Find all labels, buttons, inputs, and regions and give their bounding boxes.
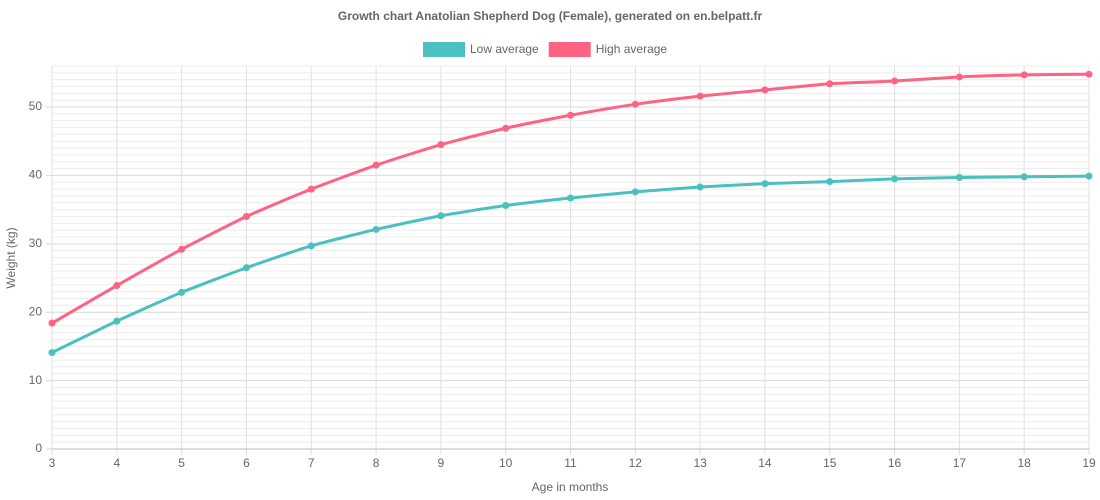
y-tick-label: 40 [29, 168, 43, 182]
point [826, 178, 834, 186]
point [242, 212, 250, 220]
point [178, 245, 186, 253]
x-tick-label: 18 [1018, 456, 1032, 470]
x-tick-label: 4 [113, 456, 120, 470]
x-tick-label: 9 [438, 456, 445, 470]
point [631, 188, 639, 196]
x-tick-label: 19 [1082, 456, 1096, 470]
x-tick-label: 14 [758, 456, 772, 470]
x-tick-label: 7 [308, 456, 315, 470]
point [567, 194, 574, 202]
point [891, 175, 899, 183]
point [1020, 173, 1028, 181]
point [437, 141, 445, 149]
point [1020, 71, 1028, 79]
legend-label: High average [596, 42, 668, 56]
point [696, 183, 704, 191]
point [761, 180, 769, 188]
legend-swatch [423, 42, 465, 57]
point [502, 202, 510, 210]
y-tick-label: 30 [29, 236, 43, 250]
x-tick-label: 17 [953, 456, 967, 470]
point [372, 161, 380, 169]
legend-swatch [548, 42, 591, 57]
y-tick-label: 10 [29, 373, 43, 387]
x-tick-label: 13 [693, 456, 707, 470]
point [955, 73, 963, 81]
point [1085, 172, 1093, 180]
point [372, 225, 380, 233]
point [696, 92, 704, 100]
y-tick-label: 0 [35, 441, 42, 455]
x-tick-label: 6 [243, 456, 250, 470]
x-tick-label: 3 [49, 456, 56, 470]
x-tick-label: 10 [499, 456, 513, 470]
x-tick-label: 12 [629, 456, 643, 470]
point [48, 319, 56, 327]
point [955, 173, 963, 181]
point [631, 100, 639, 108]
point [113, 282, 121, 290]
legend-label: Low average [470, 42, 539, 56]
point [567, 111, 574, 119]
x-tick-label: 5 [178, 456, 185, 470]
point [437, 212, 445, 220]
point [307, 185, 315, 193]
point [307, 242, 315, 250]
point [242, 264, 250, 272]
x-tick-label: 16 [888, 456, 902, 470]
x-tick-label: 15 [823, 456, 837, 470]
chart-title: Growth chart Anatolian Shepherd Dog (Fem… [338, 9, 763, 23]
y-tick-label: 50 [29, 99, 43, 113]
point [1085, 70, 1093, 78]
y-axis-label: Weight (kg) [4, 227, 18, 288]
x-tick-label: 8 [373, 456, 380, 470]
y-tick-label: 20 [29, 304, 43, 318]
x-tick-label: 11 [564, 456, 577, 470]
x-axis-label: Age in months [532, 480, 609, 494]
point [48, 349, 56, 357]
point [178, 288, 186, 296]
point [826, 80, 834, 88]
point [502, 124, 510, 132]
point [891, 77, 899, 85]
point [761, 86, 769, 94]
point [113, 317, 121, 325]
